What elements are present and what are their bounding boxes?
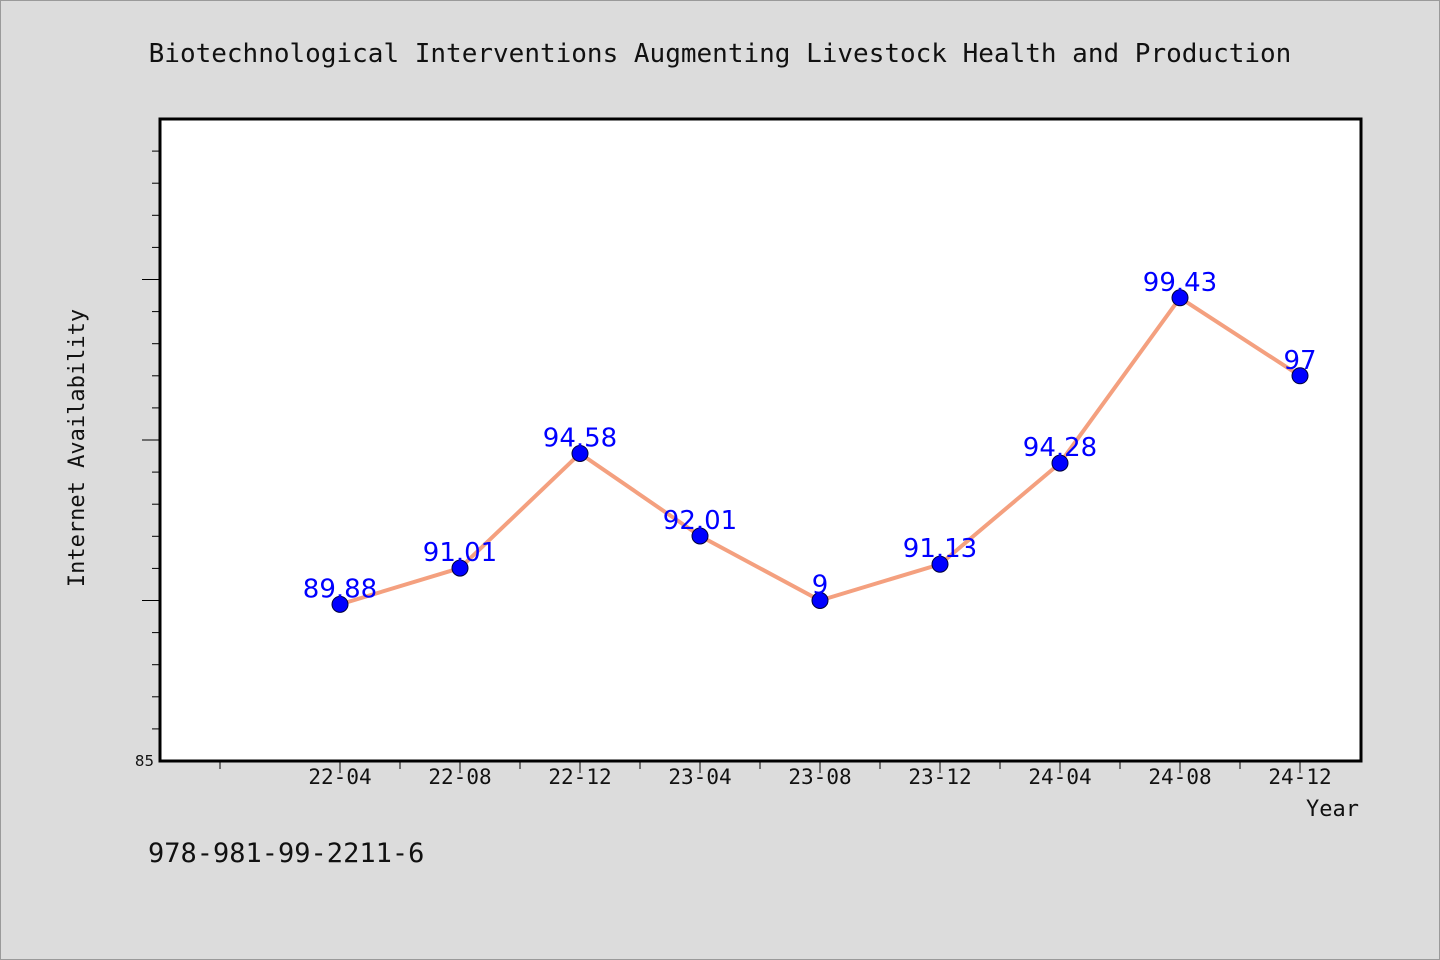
y-tick-label: 85 <box>135 752 154 770</box>
data-point <box>811 592 829 609</box>
data-label: 94.58 <box>543 423 617 453</box>
x-axis-ticks: 22-04 22-08 22-12 23-04 23-08 23-12 24-04 24-08… <box>219 761 1332 789</box>
data-point <box>1171 289 1189 307</box>
data-label: 89.88 <box>303 574 377 604</box>
data-label: 94.28 <box>1023 433 1097 463</box>
plot-area <box>158 117 1363 763</box>
x-tick-label: 22-12 <box>548 765 611 789</box>
x-tick-label: 23-08 <box>788 765 851 789</box>
x-tick-label: 24-04 <box>1028 765 1091 789</box>
data-label: 92.01 <box>663 506 737 536</box>
x-tick-label: 23-12 <box>908 765 971 789</box>
x-tick-label: 22-08 <box>428 765 491 789</box>
x-tick-label: 24-12 <box>1268 765 1331 789</box>
data-label: 91.13 <box>903 534 977 564</box>
data-point <box>1291 367 1309 385</box>
x-tick-label: 22-04 <box>308 765 371 789</box>
x-tick-label: 23-04 <box>668 765 731 789</box>
y-axis-label: Internet Availability <box>65 309 90 587</box>
data-point <box>451 559 469 577</box>
data-label: 9 <box>812 571 829 601</box>
x-tick-label: 24-08 <box>1148 765 1211 789</box>
data-point <box>571 444 589 462</box>
footer-isbn: 978-981-99-2211-6 <box>148 838 424 869</box>
x-axis-label: Year <box>1306 797 1359 822</box>
data-point <box>331 595 349 613</box>
series-group <box>331 289 1309 613</box>
data-labels: 89.88 91.01 94.58 92.01 9 91.13 94.28 99.43 97 <box>303 268 1317 605</box>
data-label: 91.01 <box>423 538 497 568</box>
data-label: 99.43 <box>1143 268 1217 298</box>
data-point <box>931 555 949 573</box>
data-point <box>1051 454 1069 472</box>
chart-title: Biotechnological Interventions Augmentin… <box>149 39 1292 69</box>
data-label: 97 <box>1283 346 1316 376</box>
y-axis-ticks: 85 <box>135 150 160 770</box>
data-point <box>691 527 709 545</box>
